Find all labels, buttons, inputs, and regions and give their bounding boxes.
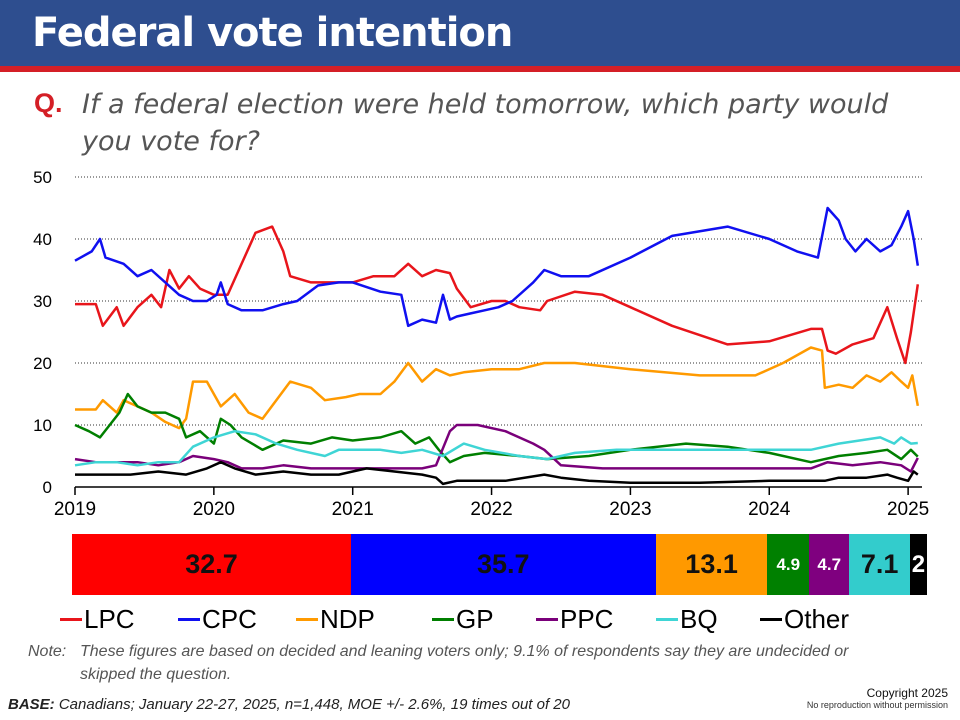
x-tick-label: 2024 bbox=[748, 499, 791, 520]
no-reproduction-text: No reproduction without permission bbox=[806, 700, 948, 710]
bar-segment-ppc: 4.7 bbox=[809, 534, 850, 595]
legend-swatch bbox=[432, 618, 454, 621]
series-line-ppc bbox=[74, 423, 919, 473]
legend-label: BQ bbox=[680, 604, 718, 634]
series-line-bq bbox=[74, 429, 918, 467]
legend-label: NDP bbox=[320, 604, 375, 634]
x-tick-label: 2019 bbox=[54, 499, 96, 520]
chart-series bbox=[74, 206, 920, 486]
vote-intention-line-chart: 0 10 20 30 40 50 2019 2020 2021 2022 2023 2024 2025 bbox=[33, 168, 929, 520]
current-vote-bar: 32.7 35.7 13.1 4.9 4.7 7.1 2 bbox=[72, 534, 927, 595]
legend-swatch bbox=[536, 618, 558, 621]
base-info: BASE: Canadians; January 22-27, 2025, n=… bbox=[8, 696, 570, 713]
legend-item-gp: GP bbox=[432, 604, 494, 635]
series-line-gp bbox=[74, 392, 919, 464]
copyright: Copyright 2025 No reproduction without p… bbox=[807, 686, 948, 710]
legend-item-cpc: CPC bbox=[178, 604, 257, 635]
base-label: BASE: bbox=[8, 696, 55, 713]
bar-segment-lpc: 32.7 bbox=[72, 534, 351, 595]
x-axis: 2019 2020 2021 2022 2023 2024 2025 bbox=[54, 486, 929, 520]
question-text: If a federal election were held tomorrow… bbox=[82, 89, 889, 157]
series-line-ndp bbox=[75, 346, 920, 430]
chart-legend: LPC CPC NDP GP PPC BQ Other bbox=[60, 604, 920, 636]
base-text: Canadians; January 22-27, 2025, n=1,448,… bbox=[58, 696, 570, 713]
x-tick-label: 2023 bbox=[609, 499, 651, 520]
series-line-lpc bbox=[75, 225, 920, 365]
y-axis-ticks: 0 10 20 30 40 50 bbox=[33, 168, 52, 497]
bar-segment-other: 2 bbox=[909, 534, 927, 595]
bar-segment-gp: 4.9 bbox=[767, 534, 810, 595]
legend-item-lpc: LPC bbox=[60, 604, 135, 635]
series-line-other bbox=[75, 460, 919, 486]
y-tick-label: 40 bbox=[33, 230, 52, 249]
legend-label: Other bbox=[784, 604, 850, 634]
legend-label: LPC bbox=[84, 604, 135, 634]
y-tick-label: 50 bbox=[33, 168, 52, 187]
legend-swatch bbox=[60, 618, 82, 621]
legend-swatch bbox=[656, 618, 678, 621]
legend-label: GP bbox=[456, 604, 494, 634]
bar-segment-bq: 7.1 bbox=[849, 534, 910, 595]
page-title: Federal vote intention bbox=[32, 10, 513, 56]
header-banner: Federal vote intention bbox=[0, 0, 960, 72]
series-line-cpc bbox=[74, 206, 920, 328]
y-tick-label: 0 bbox=[43, 478, 52, 497]
note-text: These figures are based on decided and l… bbox=[80, 643, 849, 683]
y-tick-label: 20 bbox=[33, 354, 52, 373]
legend-item-bq: BQ bbox=[656, 604, 718, 635]
copyright-text: Copyright 2025 bbox=[866, 686, 948, 700]
bar-segment-ndp: 13.1 bbox=[655, 534, 768, 595]
x-tick-label: 2022 bbox=[470, 499, 512, 520]
legend-item-ppc: PPC bbox=[536, 604, 613, 635]
legend-label: CPC bbox=[202, 604, 257, 634]
legend-item-other: Other bbox=[760, 604, 849, 635]
bar-segment-cpc: 35.7 bbox=[351, 534, 656, 595]
x-tick-label: 2020 bbox=[193, 499, 235, 520]
legend-label: PPC bbox=[560, 604, 614, 634]
y-tick-label: 30 bbox=[33, 292, 52, 311]
legend-swatch bbox=[296, 618, 318, 621]
note-label: Note: bbox=[28, 643, 67, 660]
legend-swatch bbox=[760, 618, 782, 621]
legend-item-ndp: NDP bbox=[296, 604, 375, 635]
x-tick-label: 2025 bbox=[887, 499, 929, 520]
question-label: Q. bbox=[34, 88, 63, 118]
y-tick-label: 10 bbox=[33, 416, 52, 435]
legend-swatch bbox=[178, 618, 200, 621]
x-tick-label: 2021 bbox=[332, 499, 374, 520]
